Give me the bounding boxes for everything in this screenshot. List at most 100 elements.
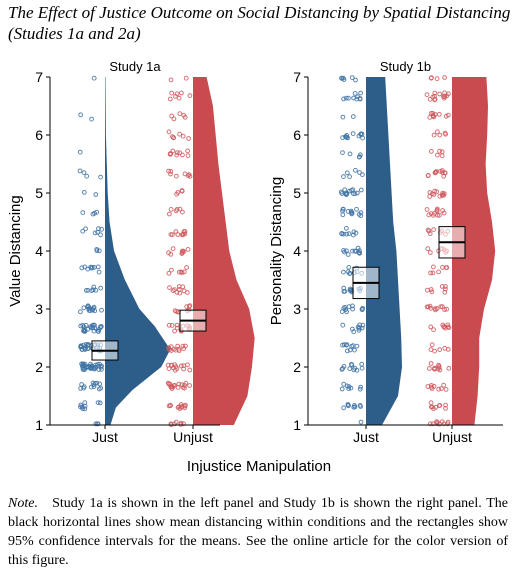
data-point bbox=[93, 192, 99, 197]
data-point bbox=[185, 153, 191, 159]
data-point bbox=[429, 383, 434, 388]
data-point bbox=[99, 226, 104, 232]
data-point bbox=[442, 93, 448, 99]
data-point bbox=[428, 270, 434, 276]
density-cloud-just bbox=[105, 77, 171, 425]
data-point bbox=[429, 342, 435, 348]
data-point bbox=[179, 270, 185, 276]
data-point bbox=[81, 305, 87, 311]
data-point bbox=[444, 265, 450, 271]
data-point bbox=[90, 287, 96, 293]
data-point bbox=[183, 380, 189, 386]
data-point bbox=[358, 404, 364, 409]
data-point bbox=[437, 421, 443, 427]
data-point bbox=[181, 112, 187, 118]
data-point bbox=[170, 232, 175, 238]
data-point bbox=[339, 309, 345, 315]
data-point bbox=[91, 328, 97, 334]
data-point bbox=[342, 187, 348, 193]
x-axis-label: Injustice Manipulation bbox=[187, 458, 331, 475]
data-point bbox=[177, 131, 183, 137]
data-point bbox=[166, 168, 172, 174]
data-point bbox=[426, 228, 432, 234]
data-point bbox=[424, 92, 430, 98]
data-point bbox=[360, 172, 365, 178]
data-point bbox=[346, 384, 352, 390]
data-point bbox=[166, 322, 172, 328]
data-point bbox=[79, 361, 84, 367]
data-point bbox=[349, 75, 355, 80]
data-point bbox=[359, 361, 365, 367]
data-point bbox=[92, 230, 98, 236]
data-point bbox=[174, 289, 180, 295]
x-tick-label: Just bbox=[353, 429, 379, 445]
data-point bbox=[340, 75, 346, 81]
data-point bbox=[92, 381, 98, 386]
data-point bbox=[172, 383, 178, 388]
data-point bbox=[179, 382, 185, 388]
data-point bbox=[350, 114, 356, 119]
data-point bbox=[443, 286, 448, 292]
data-point bbox=[349, 361, 354, 367]
data-point bbox=[168, 384, 174, 390]
data-point bbox=[338, 189, 344, 195]
figure-title: The Effect of Justice Outcome on Social … bbox=[8, 3, 511, 43]
data-point bbox=[95, 264, 101, 270]
data-point bbox=[431, 327, 437, 333]
data-point bbox=[434, 206, 440, 212]
data-point bbox=[344, 309, 350, 315]
data-point bbox=[359, 365, 365, 371]
data-point bbox=[340, 366, 346, 371]
data-point bbox=[98, 285, 104, 291]
data-point bbox=[439, 284, 445, 289]
data-point bbox=[181, 269, 187, 275]
data-point bbox=[170, 288, 176, 294]
data-point bbox=[439, 419, 445, 425]
data-point bbox=[346, 265, 352, 270]
data-point bbox=[167, 285, 172, 291]
data-point bbox=[183, 75, 189, 81]
data-point bbox=[349, 211, 355, 217]
data-point bbox=[170, 365, 176, 371]
data-point bbox=[344, 170, 350, 176]
data-point bbox=[429, 149, 434, 154]
data-point bbox=[443, 406, 448, 411]
data-point bbox=[350, 191, 356, 197]
data-point bbox=[185, 362, 190, 368]
data-point bbox=[431, 132, 437, 138]
data-point bbox=[168, 77, 174, 83]
data-point bbox=[352, 403, 357, 408]
data-point bbox=[186, 136, 192, 141]
data-point bbox=[428, 324, 434, 330]
y-tick-label: 6 bbox=[35, 127, 43, 143]
data-point bbox=[357, 248, 362, 254]
data-point bbox=[93, 365, 98, 370]
data-point bbox=[175, 190, 181, 195]
data-point bbox=[344, 342, 350, 348]
data-point bbox=[340, 114, 346, 120]
data-point bbox=[177, 111, 183, 117]
data-point bbox=[436, 111, 442, 117]
raw-points-just bbox=[338, 75, 366, 425]
data-point bbox=[347, 366, 353, 372]
data-point bbox=[342, 249, 347, 255]
data-point bbox=[341, 342, 347, 348]
data-point bbox=[81, 170, 87, 176]
data-point bbox=[91, 75, 97, 81]
x-tick-label: Unjust bbox=[173, 429, 213, 445]
data-point bbox=[99, 363, 104, 369]
data-point bbox=[350, 306, 356, 312]
data-point bbox=[345, 252, 351, 257]
y-tick-label: 4 bbox=[293, 243, 301, 259]
data-point bbox=[428, 111, 434, 116]
data-point bbox=[437, 148, 443, 154]
data-point bbox=[174, 322, 180, 328]
data-point bbox=[359, 307, 365, 313]
data-point bbox=[339, 75, 344, 81]
data-point bbox=[342, 304, 348, 310]
data-point bbox=[176, 95, 182, 101]
data-point bbox=[165, 362, 171, 368]
data-point bbox=[355, 324, 361, 330]
data-point bbox=[78, 323, 84, 329]
data-point bbox=[437, 193, 443, 199]
